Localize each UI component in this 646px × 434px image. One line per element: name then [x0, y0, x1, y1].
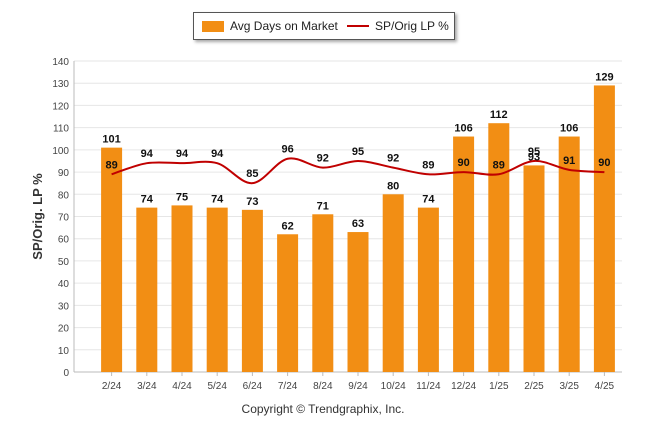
bar: [523, 165, 545, 372]
bar: [558, 136, 580, 372]
bar-data-label: 129: [595, 71, 613, 83]
bar: [382, 194, 404, 372]
line-data-label: 90: [598, 157, 610, 169]
bar: [277, 234, 299, 372]
x-tick-label: 6/24: [243, 381, 263, 392]
bar-data-label: 75: [176, 191, 188, 203]
bar: [171, 205, 193, 372]
bar-data-label: 80: [387, 180, 399, 192]
x-tick-label: 3/24: [137, 381, 157, 392]
bar-data-label: 63: [352, 218, 364, 230]
y-tick-label: 30: [58, 301, 70, 312]
chart-legend: Avg Days on Market SP/Orig LP %: [193, 12, 455, 40]
line-data-label: 89: [422, 159, 434, 171]
x-tick-label: 4/24: [172, 381, 192, 392]
x-tick-label: 4/25: [595, 381, 615, 392]
bar-data-label: 101: [102, 134, 120, 146]
legend-line-label: SP/Orig LP %: [375, 19, 449, 33]
legend-bar-swatch: [202, 21, 224, 32]
line-data-label: 94: [141, 148, 154, 160]
line-data-label: 92: [317, 153, 329, 165]
x-tick-label: 7/24: [278, 381, 298, 392]
y-tick-label: 110: [53, 124, 69, 135]
bar-data-label: 112: [490, 109, 508, 121]
bar-data-label: 106: [560, 123, 578, 135]
bar: [206, 207, 228, 372]
bar-data-label: 74: [141, 194, 154, 206]
line-data-label: 89: [493, 159, 505, 171]
line-data-label: 94: [176, 148, 189, 160]
bar-data-label: 74: [422, 194, 435, 206]
x-tick-label: 8/24: [313, 381, 333, 392]
x-tick-label: 10/24: [381, 381, 406, 392]
y-tick-label: 50: [58, 257, 70, 268]
legend-bar-label: Avg Days on Market: [230, 19, 338, 33]
x-tick-label: 5/24: [207, 381, 227, 392]
line-data-label: 94: [211, 148, 224, 160]
y-tick-label: 120: [52, 101, 69, 112]
line-data-label: 91: [563, 155, 575, 167]
bar-data-label: 106: [454, 123, 472, 135]
bar: [417, 207, 439, 372]
bar: [347, 232, 369, 372]
bar: [488, 123, 510, 372]
y-tick-label: 100: [52, 146, 69, 157]
y-tick-label: 80: [58, 190, 70, 201]
bar: [453, 136, 475, 372]
line-data-label: 92: [387, 153, 399, 165]
legend-line-swatch: [347, 25, 369, 27]
x-tick-label: 2/24: [102, 381, 122, 392]
bar: [593, 85, 615, 372]
copyright-text: Copyright © Trendgraphix, Inc.: [241, 402, 405, 416]
x-tick-label: 1/25: [489, 381, 509, 392]
y-tick-label: 130: [52, 79, 69, 90]
x-tick-label: 12/24: [451, 381, 476, 392]
y-tick-label: 70: [58, 213, 70, 224]
bar-data-label: 62: [281, 220, 293, 232]
bar-data-label: 71: [317, 200, 329, 212]
x-tick-label: 11/24: [416, 381, 441, 392]
y-tick-label: 60: [58, 235, 70, 246]
y-tick-label: 10: [58, 346, 70, 357]
y-tick-label: 0: [63, 368, 69, 379]
bar-data-label: 73: [246, 196, 258, 208]
line-data-label: 96: [281, 144, 293, 156]
bar: [136, 207, 158, 372]
x-tick-label: 9/24: [348, 381, 368, 392]
line-data-label: 90: [457, 157, 469, 169]
y-tick-label: 40: [58, 279, 70, 290]
bar: [241, 209, 263, 372]
line-data-label: 95: [528, 146, 540, 158]
bar: [101, 147, 123, 372]
bar-data-label: 93: [528, 151, 540, 163]
series-line: [111, 157, 605, 185]
x-tick-label: 2/25: [524, 381, 544, 392]
bar-data-label: 74: [211, 194, 224, 206]
line-data-label: 85: [246, 168, 258, 180]
y-tick-label: 90: [58, 168, 70, 179]
x-tick-label: 3/25: [559, 381, 579, 392]
bar: [312, 214, 334, 372]
y-tick-label: 20: [58, 324, 70, 335]
line-data-label: 89: [105, 159, 117, 171]
y-axis-label: SP/Orig. LP %: [30, 173, 45, 260]
line-data-label: 95: [352, 146, 364, 158]
y-tick-label: 140: [52, 57, 69, 68]
